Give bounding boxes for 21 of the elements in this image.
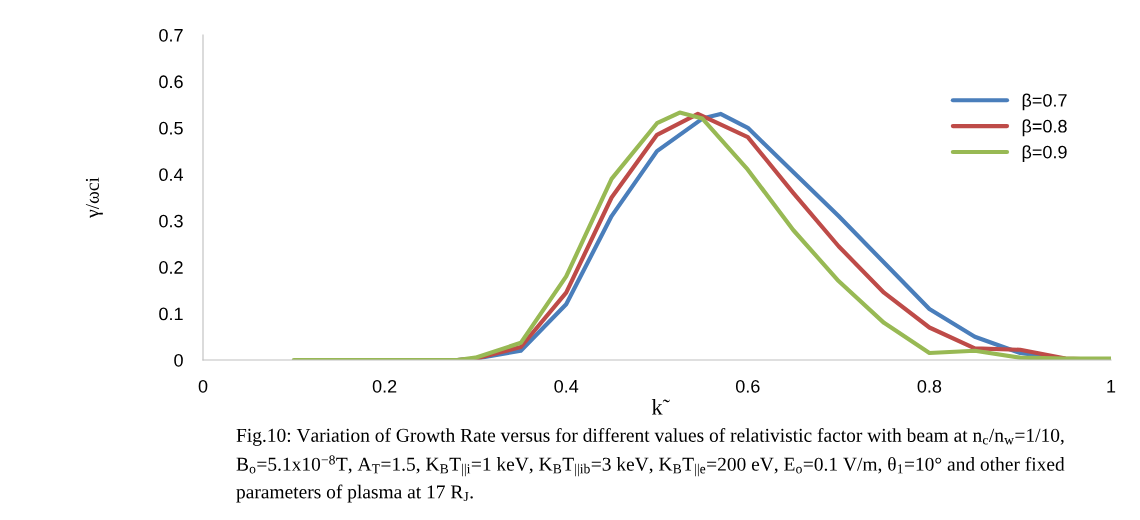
legend-label: β=0.9 xyxy=(1022,145,1067,163)
x-tick-label: 0.8 xyxy=(917,379,942,393)
text: Fig.10: Variation of Growth Rate versus for different values of relativistic factor with beam at n$_{c}$/n$_{w}$=1/10, B$_{o}$=5.1x10$^{−8}$T, A$_{T}$=1.5, K$_{B}$T$_{||i}$=1 keV, K$_{B}$T$_{||ib}$=3 keV, K$_{B}$T$_{||e}$=200 eV, E$_{o}$=0.1 V/m, θ$_{1}$=10° and other fixed parameters of plasma at 17 R$_{J}$. xyxy=(236,428,1065,503)
y-tick-label: 0.2 xyxy=(159,261,183,274)
y-tick-label: 0.6 xyxy=(159,75,183,89)
x-tick-label: 0.4 xyxy=(554,379,579,393)
y-tick-label: 0.7 xyxy=(159,28,183,42)
x-axis-title: k̃ xyxy=(651,399,670,415)
x-tick-label: 0 xyxy=(198,379,208,393)
line-series xyxy=(291,110,1111,360)
y-axis-title: γ/ωci xyxy=(85,177,103,218)
y-tick-label: 0.5 xyxy=(159,121,183,135)
x-tick-label: 1 xyxy=(1107,380,1116,393)
x-tick-label: 0.6 xyxy=(735,379,760,393)
legend-label: β=0.7 xyxy=(1022,93,1067,111)
y-tick-label: 0.4 xyxy=(159,168,184,182)
x-tick-label: 0.2 xyxy=(372,379,397,393)
y-tick-label: 0.3 xyxy=(159,214,183,228)
legend-label: β=0.8 xyxy=(1022,119,1067,137)
y-tick-label: 0 xyxy=(174,353,183,367)
y-tick-label: 0.1 xyxy=(159,307,183,321)
